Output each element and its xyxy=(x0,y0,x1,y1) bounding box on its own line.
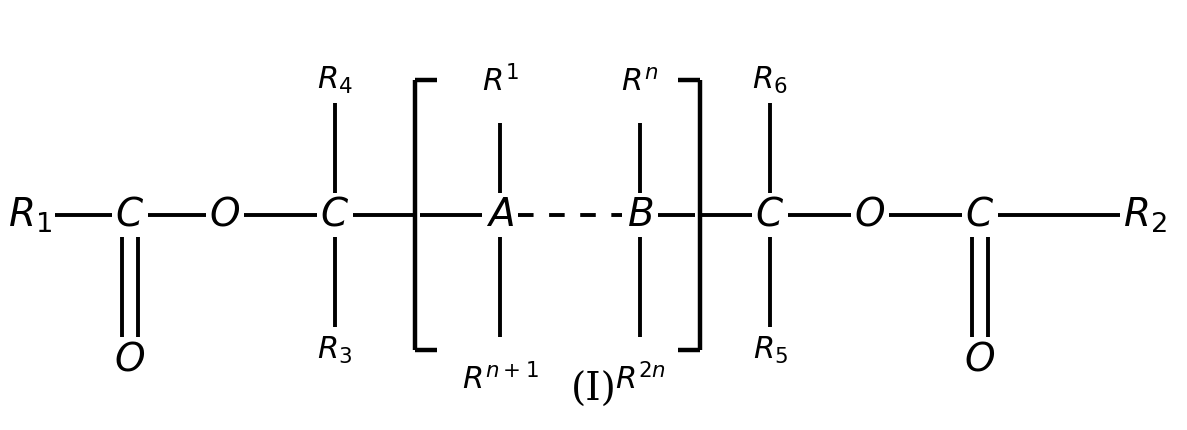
Text: $R_4$: $R_4$ xyxy=(317,64,353,95)
Text: $O$: $O$ xyxy=(965,341,996,378)
Text: $A$: $A$ xyxy=(485,197,514,233)
Text: $C$: $C$ xyxy=(320,197,349,233)
Text: $R_1$: $R_1$ xyxy=(8,195,52,235)
Text: $R^{2n}$: $R^{2n}$ xyxy=(615,364,666,396)
Text: $R_2$: $R_2$ xyxy=(1123,195,1167,235)
Text: (I): (I) xyxy=(571,372,617,408)
Text: $C$: $C$ xyxy=(965,197,995,233)
Text: $R^{n+1}$: $R^{n+1}$ xyxy=(462,364,539,396)
Text: $O$: $O$ xyxy=(855,197,886,233)
Text: $O$: $O$ xyxy=(209,197,241,233)
Text: $C$: $C$ xyxy=(755,197,785,233)
Text: $R^{n}$: $R^{n}$ xyxy=(621,67,659,98)
Text: $B$: $B$ xyxy=(627,197,653,233)
Text: $R_5$: $R_5$ xyxy=(753,335,787,366)
Text: $R^{1}$: $R^{1}$ xyxy=(482,66,519,98)
Text: $R_3$: $R_3$ xyxy=(317,335,353,366)
Text: $C$: $C$ xyxy=(115,197,145,233)
Text: $O$: $O$ xyxy=(114,341,146,378)
Text: $R_6$: $R_6$ xyxy=(753,64,788,95)
